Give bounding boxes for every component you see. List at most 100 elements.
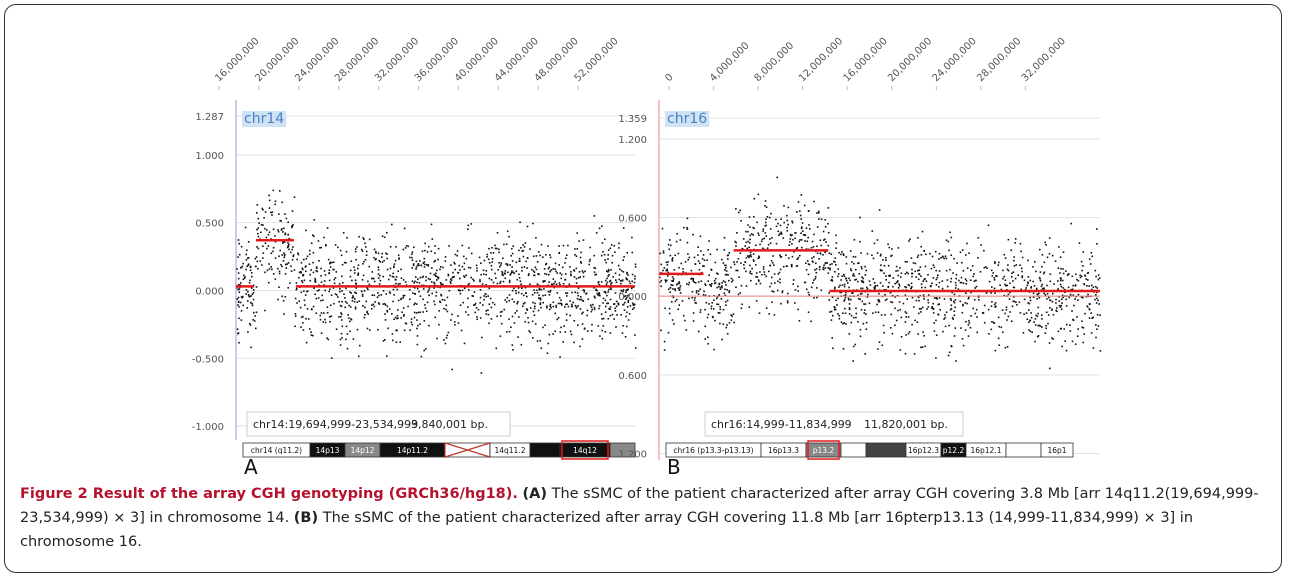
- probe-dot: [564, 262, 566, 264]
- probe-dot: [749, 226, 751, 228]
- probe-dot: [623, 295, 625, 298]
- probe-dot: [467, 224, 470, 227]
- probe-dot: [959, 300, 962, 303]
- probe-dot: [899, 308, 901, 311]
- probe-dot: [634, 266, 637, 268]
- probe-dot: [882, 259, 884, 261]
- probe-dot: [771, 276, 773, 279]
- probe-dot: [281, 265, 283, 268]
- probe-dot: [281, 228, 283, 230]
- probe-dot: [766, 247, 769, 249]
- probe-dot: [899, 276, 902, 278]
- probe-dot: [993, 322, 996, 324]
- probe-dot: [773, 314, 776, 316]
- probe-dot: [691, 277, 693, 280]
- probe-dot: [708, 274, 710, 276]
- probe-dot: [1097, 325, 1100, 327]
- probe-dot: [672, 278, 675, 280]
- probe-dot: [255, 256, 258, 258]
- probe-dot: [626, 295, 629, 297]
- probe-dot: [342, 232, 345, 234]
- probe-dot: [620, 314, 622, 316]
- probe-dot: [942, 256, 944, 258]
- probe-dot: [593, 295, 596, 298]
- probe-dot: [883, 265, 886, 267]
- probe-dot: [876, 284, 879, 287]
- probe-dot: [578, 240, 580, 242]
- probe-dot: [491, 261, 493, 263]
- probe-dot: [588, 263, 590, 266]
- probe-dot: [935, 297, 938, 300]
- probe-dot: [373, 305, 376, 308]
- probe-dot: [580, 262, 583, 264]
- probe-dot: [852, 360, 854, 362]
- probe-dot: [671, 301, 673, 303]
- probe-dot: [848, 303, 851, 305]
- probe-dot: [789, 240, 791, 243]
- probe-dot: [278, 213, 280, 215]
- probe-dot: [354, 291, 356, 294]
- probe-dot: [515, 292, 517, 295]
- probe-dot: [987, 224, 990, 227]
- probe-dot: [350, 292, 352, 294]
- probe-dot: [350, 260, 353, 262]
- panel-letter: A: [244, 455, 258, 476]
- probe-dot: [688, 281, 691, 284]
- probe-dot: [450, 282, 452, 285]
- probe-dot: [547, 290, 550, 293]
- probe-dot: [797, 290, 799, 292]
- probe-dot: [1061, 302, 1063, 304]
- probe-dot: [409, 329, 411, 331]
- probe-dot: [463, 342, 466, 345]
- probe-dot: [1000, 326, 1003, 329]
- probe-dot: [770, 282, 773, 285]
- probe-dot: [450, 264, 452, 266]
- probe-dot: [854, 279, 856, 281]
- probe-dot: [931, 306, 933, 308]
- probe-dot: [606, 281, 609, 284]
- probe-dot: [548, 266, 551, 269]
- probe-dot: [456, 254, 458, 257]
- probe-dot: [977, 257, 979, 259]
- probe-dot: [765, 235, 768, 237]
- probe-dot: [324, 321, 327, 324]
- probe-dot: [376, 296, 379, 299]
- probe-dot: [1012, 280, 1014, 282]
- probe-dot: [765, 221, 767, 224]
- probe-dot: [987, 308, 990, 311]
- probe-dot: [239, 284, 241, 286]
- probe-dot: [1052, 313, 1055, 316]
- probe-dot: [779, 254, 781, 256]
- probe-dot: [374, 301, 376, 303]
- probe-dot: [548, 333, 551, 336]
- probe-dot: [430, 223, 433, 226]
- probe-dot: [815, 268, 818, 270]
- probe-dot: [274, 235, 276, 237]
- probe-dot: [1043, 292, 1045, 295]
- probe-dot: [773, 264, 775, 266]
- probe-dot: [952, 318, 954, 320]
- probe-dot: [931, 282, 933, 285]
- probe-dot: [976, 316, 978, 318]
- probe-dot: [399, 341, 401, 343]
- probe-dot: [313, 235, 315, 237]
- caption-title: Figure 2 Result of the array CGH genotyp…: [20, 486, 518, 502]
- probe-dot: [819, 266, 821, 268]
- probe-dot: [300, 270, 302, 273]
- probe-dot: [1091, 288, 1093, 291]
- probe-dot: [524, 312, 527, 314]
- probe-dot: [330, 294, 333, 296]
- probe-dot: [238, 253, 241, 256]
- probe-dot: [498, 262, 500, 264]
- probe-dot: [788, 244, 791, 246]
- probe-dot: [538, 287, 541, 290]
- probe-dot: [1095, 324, 1097, 326]
- probe-dot: [467, 266, 470, 269]
- probe-dot: [345, 287, 347, 290]
- probe-dot: [1049, 273, 1052, 275]
- probe-dot: [837, 313, 839, 315]
- probe-dot: [490, 279, 493, 281]
- probe-dot: [938, 303, 940, 305]
- probe-dot: [924, 286, 927, 289]
- probe-dot: [853, 316, 855, 319]
